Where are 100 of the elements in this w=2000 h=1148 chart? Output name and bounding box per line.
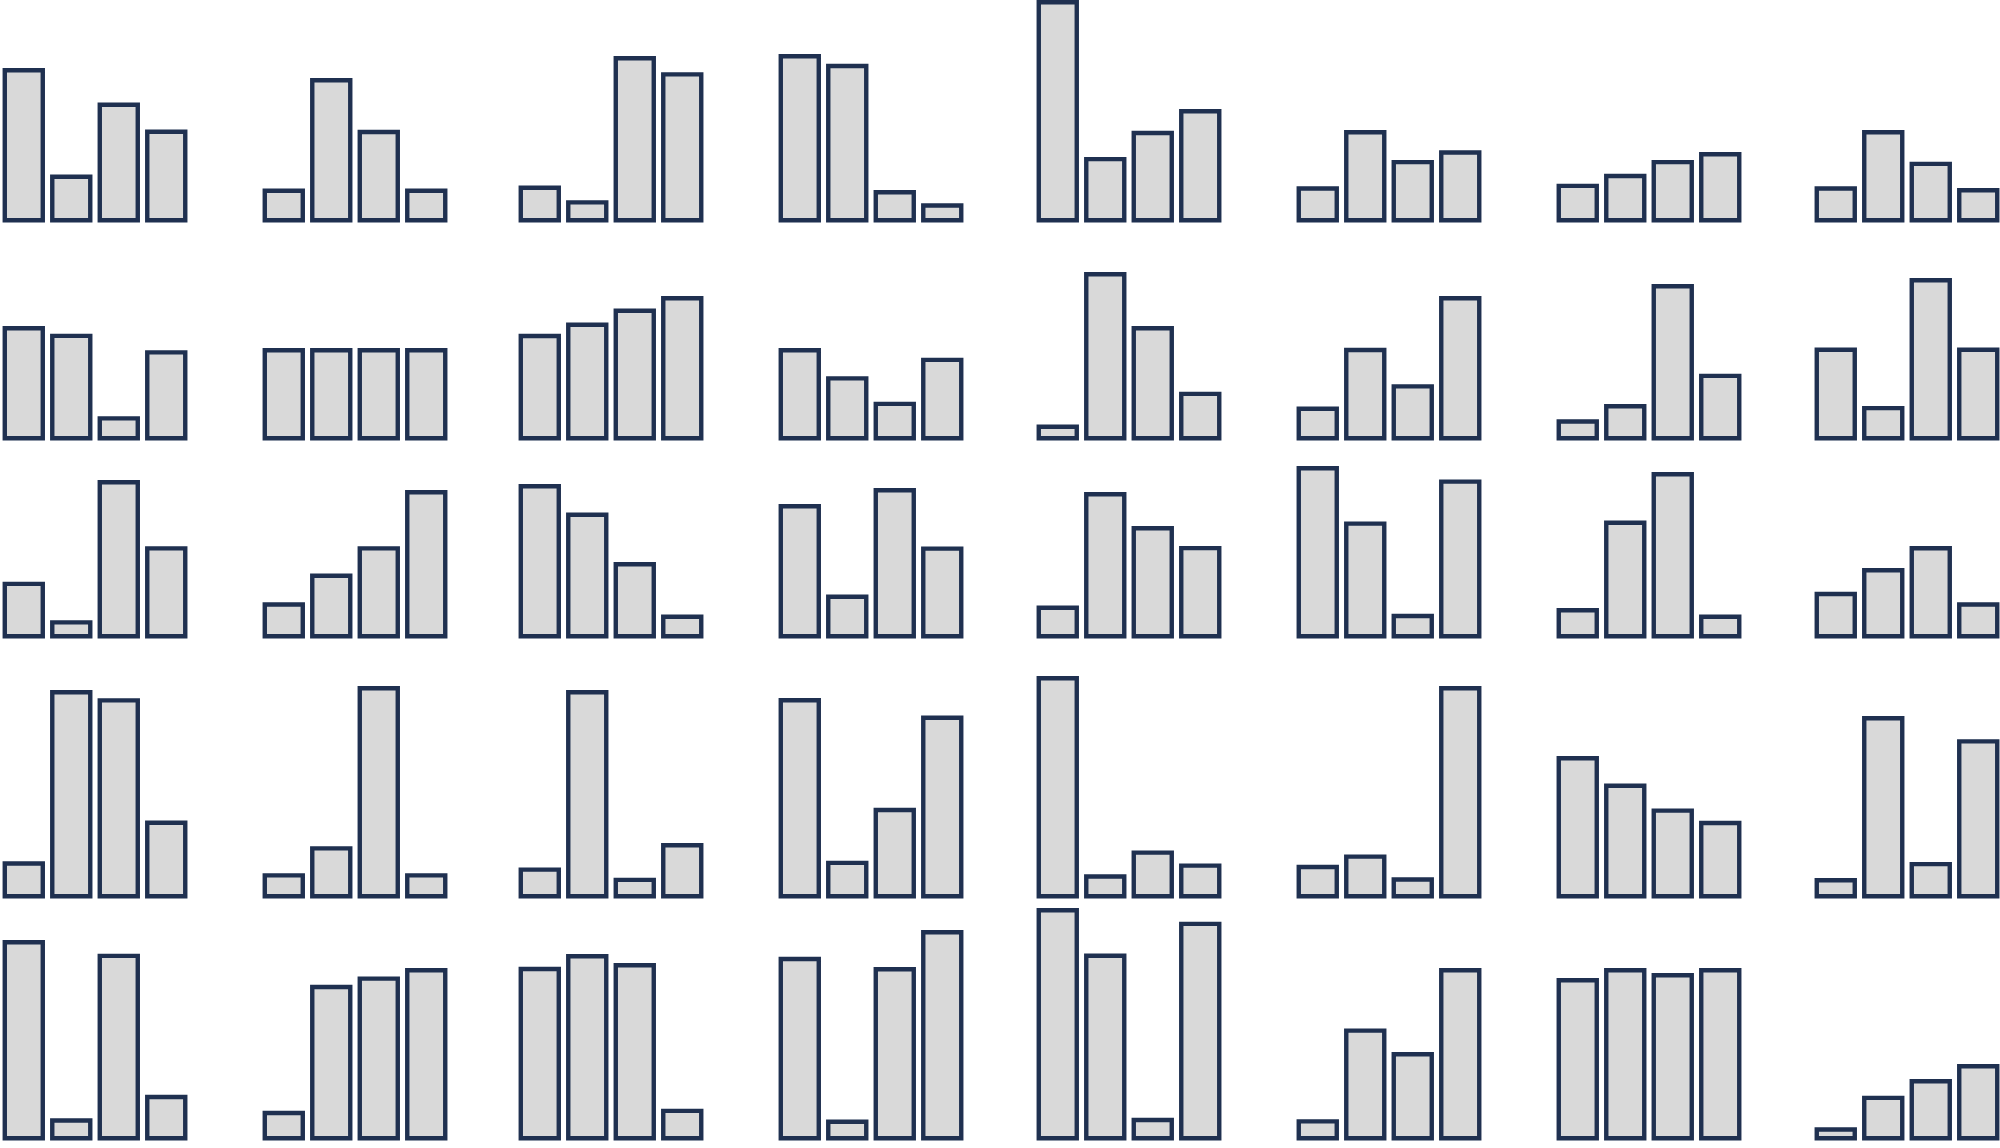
bar <box>613 561 656 639</box>
bar <box>1699 151 1742 223</box>
bar <box>50 333 93 441</box>
bar <box>613 963 656 1141</box>
bar <box>566 322 609 441</box>
bar <box>566 512 609 639</box>
bar <box>1814 877 1857 899</box>
bar <box>1084 874 1127 899</box>
bar <box>518 867 561 899</box>
bar <box>1814 186 1857 223</box>
bar <box>778 503 821 639</box>
bar <box>97 698 140 899</box>
bar <box>826 376 869 441</box>
bar <box>566 953 609 1141</box>
bar <box>826 63 869 223</box>
bar <box>262 602 305 639</box>
bar <box>778 697 821 899</box>
bar <box>873 190 916 223</box>
bar <box>921 203 964 223</box>
bar <box>50 620 93 639</box>
bar <box>310 573 353 639</box>
bar <box>873 966 916 1141</box>
bar <box>1957 1063 2000 1141</box>
bar <box>1651 808 1694 899</box>
bar <box>1439 967 1482 1141</box>
bar <box>778 956 821 1141</box>
bar <box>1084 953 1127 1141</box>
bar <box>145 1094 188 1141</box>
bar <box>921 929 964 1141</box>
bar <box>921 715 964 899</box>
bar <box>2 861 45 899</box>
bar <box>1344 1028 1387 1141</box>
bar <box>1439 479 1482 639</box>
bar <box>1862 567 1905 639</box>
bar <box>1296 186 1339 223</box>
bar <box>1556 755 1599 899</box>
bar <box>1909 1079 1952 1141</box>
bar <box>1036 675 1079 899</box>
bar <box>613 308 656 441</box>
bar <box>1651 159 1694 223</box>
bar <box>613 877 656 899</box>
bar <box>310 984 353 1141</box>
bar <box>1084 156 1127 223</box>
bar <box>1957 739 2000 899</box>
bar <box>1604 520 1647 639</box>
bar <box>1179 545 1222 639</box>
bar <box>1344 521 1387 639</box>
bar <box>873 807 916 899</box>
bar <box>1439 150 1482 223</box>
bar <box>2 67 45 223</box>
bar <box>1862 129 1905 223</box>
bar <box>873 487 916 639</box>
bar <box>1179 391 1222 441</box>
bar <box>826 1119 869 1141</box>
bar <box>613 55 656 223</box>
bar <box>1036 605 1079 639</box>
bar <box>145 546 188 639</box>
bar <box>1439 685 1482 899</box>
bar <box>1344 129 1387 223</box>
bar <box>1036 907 1079 1141</box>
bar <box>1604 173 1647 223</box>
bar <box>1909 861 1952 899</box>
bar <box>1391 613 1434 639</box>
bar <box>1699 820 1742 899</box>
bar <box>1391 877 1434 899</box>
bar <box>1556 183 1599 223</box>
bar <box>778 347 821 441</box>
bar <box>1391 384 1434 441</box>
bar <box>518 483 561 639</box>
bar <box>50 1118 93 1141</box>
bar <box>2 581 45 639</box>
bar <box>1862 715 1905 899</box>
bar <box>1131 130 1174 223</box>
bar <box>2 325 45 441</box>
bar <box>1179 921 1222 1141</box>
bar <box>566 689 609 899</box>
bar <box>1556 607 1599 639</box>
bar <box>518 185 561 223</box>
bar <box>50 174 93 223</box>
bar <box>826 860 869 899</box>
bar <box>97 416 140 441</box>
bar <box>1131 326 1174 441</box>
bar <box>1296 864 1339 899</box>
bar <box>1296 406 1339 441</box>
bar <box>50 689 93 899</box>
bar <box>357 976 400 1141</box>
bar <box>1556 419 1599 441</box>
bar <box>145 820 188 899</box>
bar <box>1957 602 2000 639</box>
bar <box>1699 373 1742 441</box>
bar <box>826 594 869 639</box>
bar <box>145 350 188 441</box>
bar <box>145 129 188 223</box>
bar <box>1296 465 1339 639</box>
bar <box>1131 525 1174 639</box>
bar <box>1862 1095 1905 1141</box>
bar <box>778 53 821 223</box>
bar <box>405 489 448 639</box>
bar <box>518 333 561 441</box>
bar <box>1391 159 1434 223</box>
